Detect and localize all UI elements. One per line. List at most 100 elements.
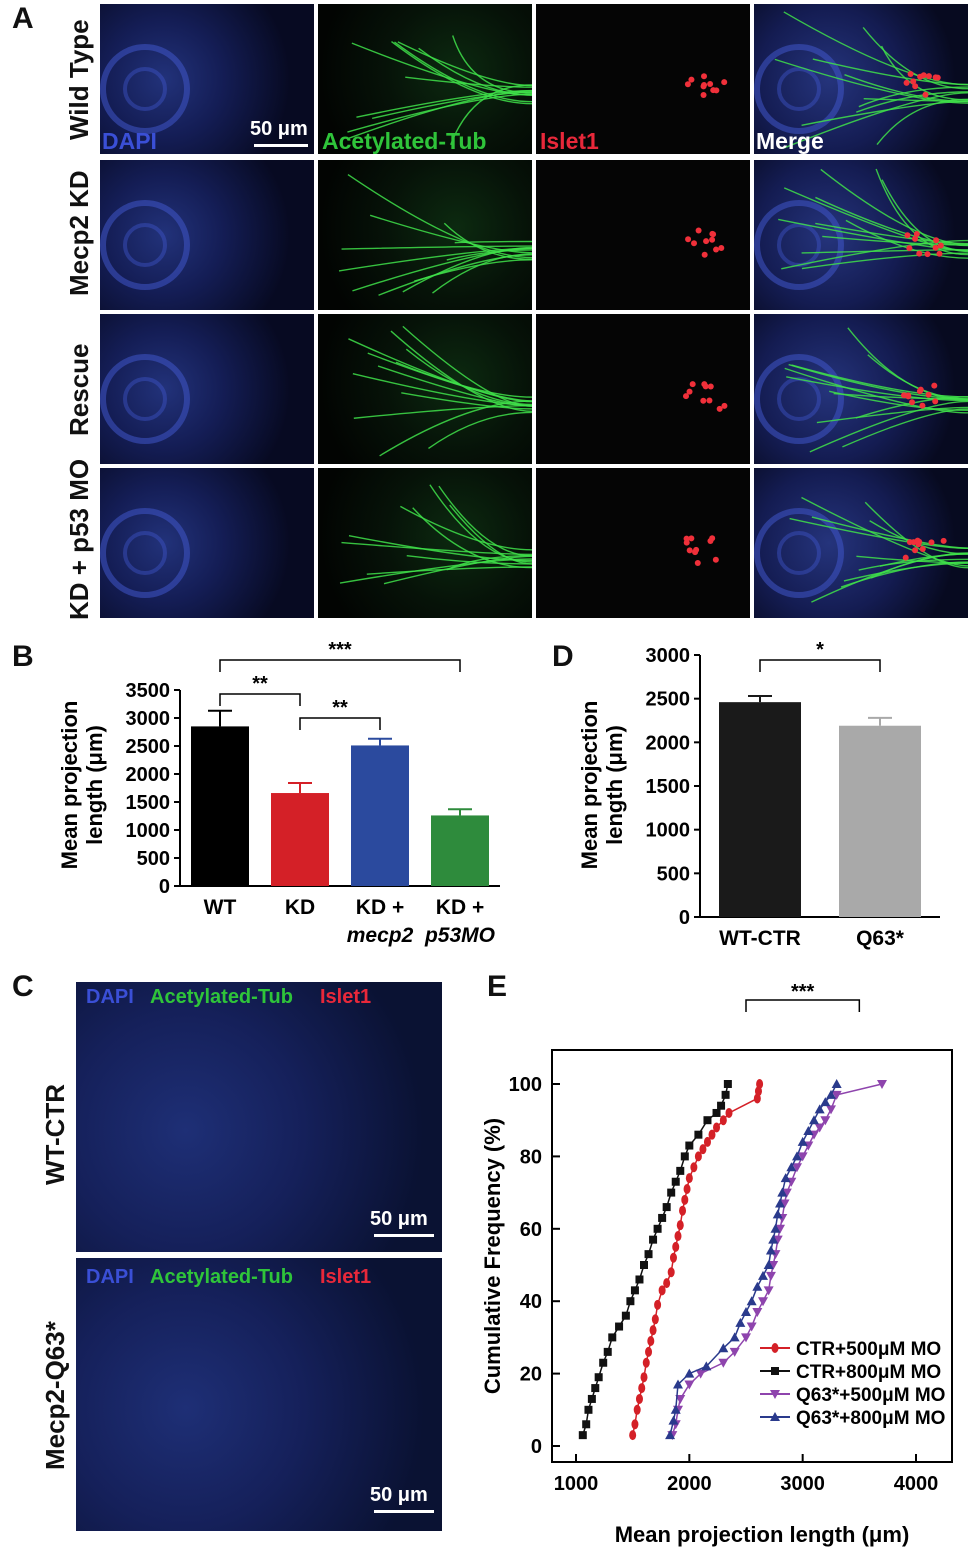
islet1-cell bbox=[706, 397, 713, 404]
islet1-cell bbox=[936, 250, 943, 257]
islet1-cell bbox=[712, 556, 719, 563]
data-point bbox=[629, 1430, 637, 1441]
micrograph-4-merge bbox=[754, 468, 968, 618]
islet1-cell bbox=[700, 91, 707, 98]
data-point bbox=[768, 1234, 779, 1244]
legend-label: CTR+500μM MO bbox=[796, 1339, 941, 1360]
data-point bbox=[729, 1332, 740, 1342]
series-2 bbox=[578, 1080, 732, 1440]
data-point bbox=[621, 1311, 630, 1320]
axon bbox=[784, 367, 968, 414]
scale-bar-a bbox=[254, 144, 308, 147]
islet1-cell bbox=[940, 537, 947, 544]
data-point bbox=[717, 1101, 726, 1110]
y-tick-label: 1000 bbox=[646, 820, 691, 842]
data-point bbox=[735, 1317, 746, 1327]
data-point bbox=[797, 1152, 808, 1162]
islet1-cell bbox=[906, 539, 913, 546]
islet1-cell bbox=[700, 397, 707, 404]
data-point bbox=[719, 1115, 727, 1126]
micrograph-1-islet1 bbox=[536, 4, 750, 154]
data-point bbox=[770, 1223, 781, 1233]
islet1-cell bbox=[684, 81, 691, 88]
y-tick-label: 2500 bbox=[646, 689, 691, 711]
data-point bbox=[729, 1347, 740, 1357]
data-point bbox=[635, 1393, 643, 1404]
axon bbox=[400, 505, 532, 551]
scale-label-c1: 50 μm bbox=[370, 1208, 428, 1230]
x-tick-label: WT-CTR bbox=[719, 927, 801, 950]
data-point bbox=[695, 1369, 706, 1379]
islet1-cell bbox=[701, 73, 708, 80]
data-point bbox=[725, 1107, 733, 1118]
micrograph-4-islet1 bbox=[536, 468, 750, 618]
islet1-cell bbox=[910, 78, 917, 85]
micrograph-3-islet1 bbox=[536, 314, 750, 464]
y-tick-label: 2000 bbox=[646, 732, 691, 754]
islet1-cell bbox=[924, 251, 931, 258]
axon bbox=[428, 411, 532, 450]
data-point bbox=[669, 1252, 677, 1263]
islet1-cell bbox=[693, 546, 700, 553]
data-point bbox=[772, 1209, 783, 1219]
axon bbox=[801, 249, 968, 254]
y-tick-label: 500 bbox=[657, 863, 690, 885]
islet1-cell bbox=[916, 388, 923, 395]
islet1-cell bbox=[695, 227, 702, 234]
y-tick-label: 1500 bbox=[646, 776, 691, 798]
data-point bbox=[809, 1115, 819, 1125]
islet1-cell bbox=[902, 554, 909, 561]
bar-chart-d: 0 500 1000 1500 2000 2500 3000 WT-CTR Q63* Mean p… bbox=[577, 639, 940, 950]
eye-outline bbox=[754, 354, 844, 444]
data-point bbox=[671, 1177, 680, 1186]
islet1-cell bbox=[701, 251, 708, 258]
x-tick-label-line2: p53MO bbox=[424, 924, 495, 947]
micrograph-mecp2-q63 bbox=[76, 1258, 442, 1531]
axon bbox=[783, 11, 968, 86]
data-point bbox=[591, 1384, 600, 1393]
y-axis-label: Mean projection bbox=[577, 701, 602, 870]
islet1-cell bbox=[707, 81, 714, 88]
axon bbox=[390, 330, 532, 412]
islet1-cell bbox=[907, 71, 914, 78]
data-point bbox=[662, 1203, 671, 1212]
data-point bbox=[587, 1394, 596, 1403]
data-point bbox=[642, 1357, 650, 1368]
data-point bbox=[694, 1151, 702, 1162]
axon bbox=[394, 41, 532, 103]
data-point bbox=[658, 1285, 666, 1296]
micrograph-3-dapi bbox=[100, 314, 314, 464]
data-point bbox=[685, 1141, 694, 1150]
islet1-cell bbox=[710, 231, 717, 238]
x-tick-label: KD + bbox=[356, 896, 404, 919]
data-point bbox=[578, 1431, 587, 1440]
islet1-cell bbox=[914, 537, 921, 544]
eye-lens bbox=[123, 223, 167, 267]
micrograph-2-acetylated-tub bbox=[318, 160, 532, 310]
islet1-cell bbox=[701, 381, 708, 388]
y-axis-label-line2: length (μm) bbox=[82, 725, 107, 845]
axon bbox=[450, 84, 532, 146]
islet1-cell bbox=[909, 399, 916, 406]
micrograph-1-merge bbox=[754, 4, 968, 154]
y-tick-label: 100 bbox=[509, 1074, 542, 1096]
data-point bbox=[718, 1343, 729, 1353]
data-point bbox=[775, 1198, 785, 1208]
data-point bbox=[676, 1166, 685, 1175]
axon bbox=[786, 376, 968, 402]
micrograph-4-acetylated-tub bbox=[318, 468, 532, 618]
data-point bbox=[667, 1267, 675, 1278]
islet1-cell bbox=[932, 244, 939, 251]
data-point bbox=[831, 1079, 842, 1088]
data-point bbox=[626, 1297, 635, 1306]
data-point bbox=[630, 1286, 639, 1295]
x-tick-label-line2: mecp2 bbox=[347, 924, 414, 947]
data-point bbox=[756, 1079, 764, 1089]
micrograph-2-dapi bbox=[100, 160, 314, 310]
c2-label-tub: Acetylated-Tub bbox=[150, 1266, 293, 1288]
micrograph-3-acetylated-tub bbox=[318, 314, 532, 464]
channel-label-merge: Merge bbox=[756, 128, 824, 154]
series-1 bbox=[629, 1079, 764, 1441]
axon bbox=[395, 361, 532, 398]
